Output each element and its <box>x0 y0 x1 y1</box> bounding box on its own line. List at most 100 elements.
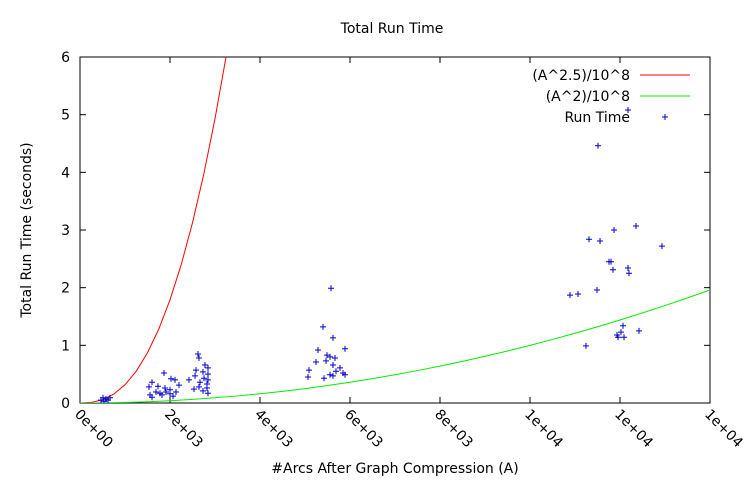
data-point <box>333 368 340 375</box>
data-point <box>193 367 200 374</box>
data-point <box>594 142 601 149</box>
data-point <box>195 383 202 390</box>
data-point <box>167 390 173 397</box>
x-tick-label: 1e+04 <box>611 407 656 452</box>
data-point <box>615 334 622 341</box>
data-point <box>204 371 211 378</box>
data-point <box>620 322 627 329</box>
data-point <box>170 393 177 400</box>
data-point <box>320 375 327 382</box>
data-point <box>324 352 331 359</box>
data-point <box>204 390 211 397</box>
data-point <box>635 327 642 334</box>
data-point <box>190 386 197 393</box>
data-point <box>158 391 165 398</box>
data-point <box>606 258 613 265</box>
x-tick-label: 0e+00 <box>71 407 116 452</box>
data-point <box>337 364 344 371</box>
data-point <box>203 385 210 392</box>
data-point <box>328 285 335 292</box>
data-point <box>107 394 114 401</box>
data-point <box>617 329 624 336</box>
data-point <box>323 357 330 364</box>
data-point <box>332 355 339 362</box>
data-point <box>201 375 208 382</box>
data-point <box>145 383 152 390</box>
data-point <box>154 383 161 390</box>
data-point <box>204 364 211 371</box>
data-point <box>658 243 665 250</box>
data-point <box>621 334 628 341</box>
data-point <box>199 368 206 375</box>
data-point <box>199 387 206 394</box>
x-tick-label: 1e+04 <box>701 407 746 452</box>
data-point <box>204 376 211 383</box>
data-point <box>611 227 618 233</box>
data-point <box>594 286 601 293</box>
data-point <box>185 376 192 383</box>
data-point <box>176 382 182 389</box>
data-point <box>609 266 616 273</box>
data-point <box>197 379 204 386</box>
chart-title: Total Run Time <box>340 21 444 37</box>
y-tick-label: 4 <box>61 165 70 181</box>
data-point <box>194 350 201 357</box>
data-point <box>153 389 160 396</box>
data-point <box>320 323 326 330</box>
data-point <box>312 359 319 366</box>
data-point <box>329 334 336 341</box>
y-tick-label: 3 <box>61 223 70 239</box>
legend-swatch <box>662 114 668 120</box>
data-point <box>161 370 168 377</box>
y-tick-label: 5 <box>61 108 70 124</box>
legend-label: (A^2.5)/10^8 <box>532 68 630 84</box>
x-tick-label: 1e+04 <box>521 407 566 452</box>
data-point <box>162 389 169 396</box>
data-point <box>192 372 199 379</box>
y-tick-label: 2 <box>61 281 70 297</box>
data-point <box>149 379 155 386</box>
data-point <box>585 236 592 243</box>
curve <box>80 57 227 403</box>
data-point <box>172 389 179 396</box>
data-point <box>171 376 178 383</box>
x-tick-label: 2e+03 <box>161 407 206 452</box>
data-point <box>162 385 169 392</box>
data-point <box>329 372 336 379</box>
x-tick-label: 6e+03 <box>341 407 386 452</box>
data-point <box>327 371 334 378</box>
data-point <box>626 270 632 277</box>
data-point <box>582 342 589 349</box>
data-point <box>575 291 582 298</box>
x-axis-label: #Arcs After Graph Compression (A) <box>271 461 518 477</box>
data-point <box>305 374 312 381</box>
y-axis-label: Total Run Time (seconds) <box>19 142 35 318</box>
data-point <box>167 375 174 382</box>
data-point <box>625 107 632 114</box>
legend-label: Run Time <box>564 110 630 126</box>
data-point <box>149 394 155 401</box>
curve <box>80 289 710 403</box>
data-point <box>327 353 334 360</box>
data-point <box>342 371 349 378</box>
x-tick-label: 8e+03 <box>431 407 476 452</box>
data-point <box>633 222 640 229</box>
data-point <box>202 361 209 368</box>
data-point <box>195 355 202 362</box>
x-tick-label: 4e+03 <box>251 407 296 452</box>
data-point <box>98 397 105 403</box>
legend-label: (A^2)/10^8 <box>546 89 630 105</box>
data-point <box>567 292 574 299</box>
y-tick-label: 0 <box>61 396 70 412</box>
data-point <box>315 346 322 353</box>
data-point <box>597 237 604 244</box>
data-point <box>625 265 632 272</box>
data-point <box>342 345 349 352</box>
data-point <box>306 367 313 374</box>
data-point <box>329 361 336 368</box>
y-tick-label: 1 <box>61 338 70 354</box>
data-point <box>100 398 107 403</box>
y-tick-label: 6 <box>61 50 70 66</box>
plot-area <box>80 57 710 403</box>
